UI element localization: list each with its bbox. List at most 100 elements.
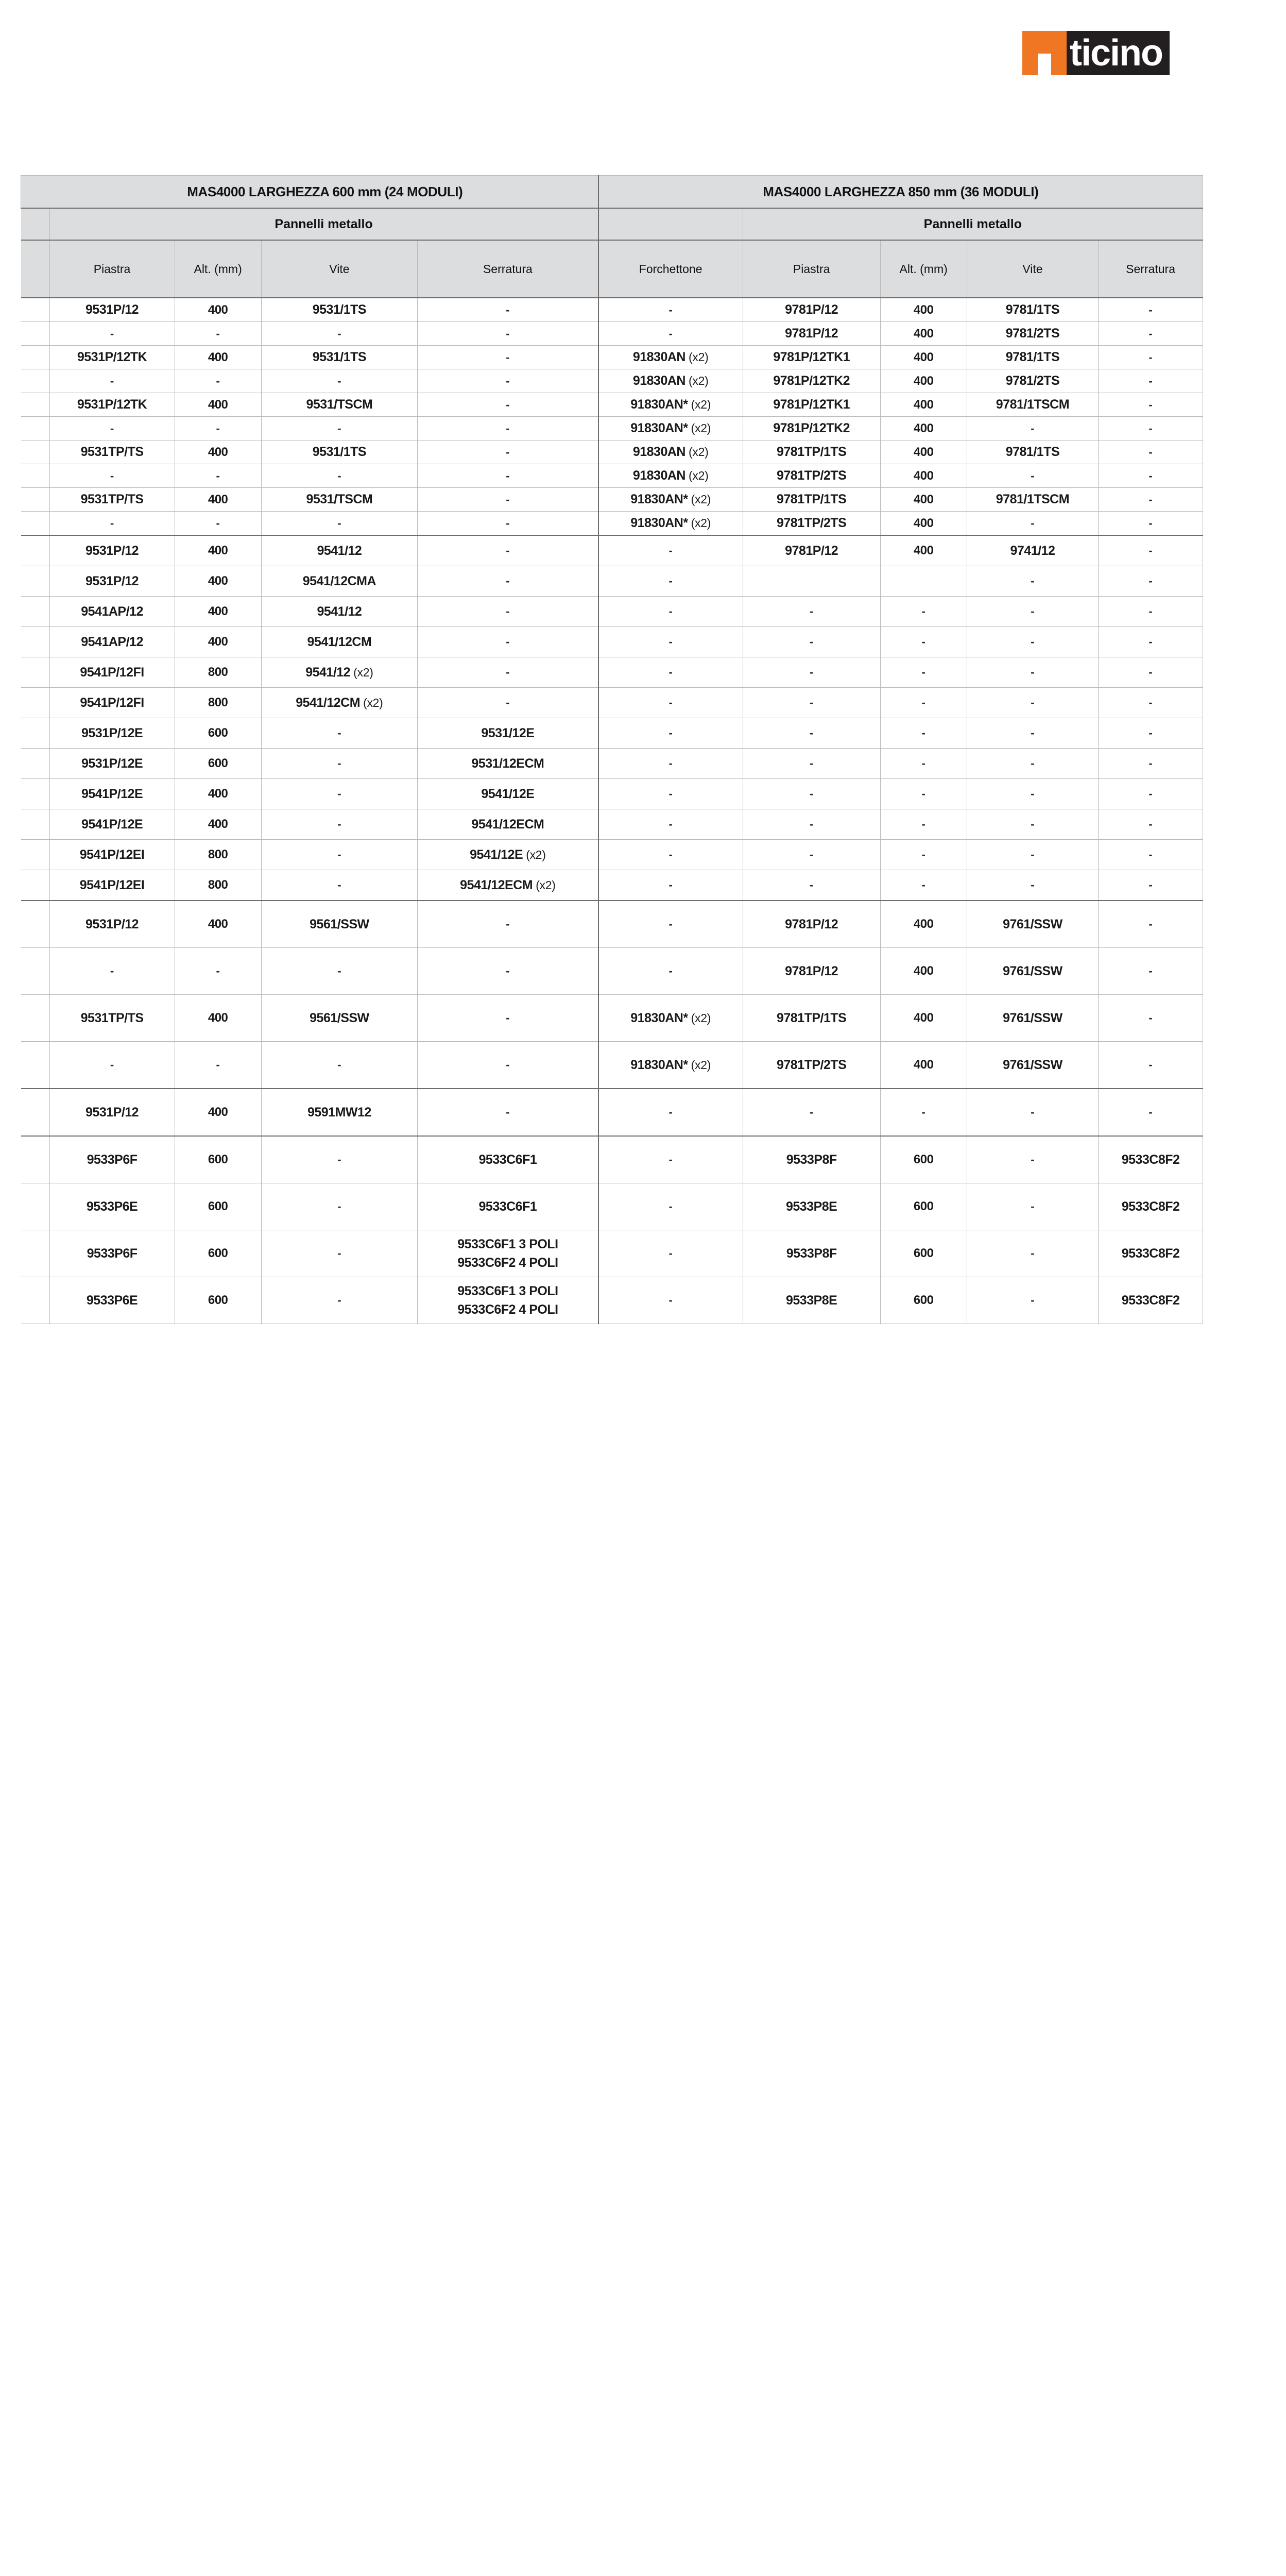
row-index-cell <box>21 778 50 809</box>
table-row: 9541P/12EI 800-9541/12ECM (x2) - - - - - <box>21 870 1203 901</box>
cell-serratura-right: - <box>1098 687 1203 718</box>
col-header-vite-right: Vite <box>966 240 1099 298</box>
cell-alt-right: 600 <box>880 1183 967 1230</box>
row-index-cell <box>21 1183 50 1230</box>
cell-alt-right: - <box>880 870 967 901</box>
cell-vite-right: - <box>966 1230 1099 1277</box>
cell-piastra-right: 9781TP/2TS <box>742 1041 881 1089</box>
cell-alt-left: - <box>174 416 262 440</box>
quantity-suffix: (x2) <box>685 469 709 482</box>
cell-alt-right: - <box>880 748 967 779</box>
cell-serratura-left: - <box>417 596 599 627</box>
cell-forchettone: - <box>597 718 743 749</box>
cell-piastra-right: - <box>742 809 881 840</box>
cell-serratura-right: - <box>1098 748 1203 779</box>
cell-alt-right: 400 <box>880 900 967 948</box>
cell-vite-right: - <box>966 1183 1099 1230</box>
quantity-suffix: (x2) <box>350 665 373 679</box>
cell-alt-left: 400 <box>174 393 262 417</box>
cell-alt-left: 600 <box>174 1136 262 1183</box>
cell-serratura-right: - <box>1098 626 1203 657</box>
cell-serratura-left: - <box>417 321 599 346</box>
col-header-alt-left: Alt. (mm) <box>174 240 262 298</box>
group-header-850: MAS4000 LARGHEZZA 850 mm (36 MODULI) <box>597 175 1203 209</box>
cell-vite-right: - <box>966 566 1099 597</box>
row-index-cell <box>21 369 50 393</box>
cell-piastra-left: 9531P/12E <box>49 718 175 749</box>
cell-alt-right: 600 <box>880 1136 967 1183</box>
quantity-suffix: (x2) <box>688 516 711 530</box>
quantity-suffix: (x2) <box>360 696 383 709</box>
cell-piastra-right: 9781P/12 <box>742 947 881 995</box>
table-row: 9533P6E 600-9533C6F1 3 POLI 9533C6F2 4 POL… <box>21 1277 1203 1324</box>
cell-alt-left: 400 <box>174 626 262 657</box>
cell-vite-right: 9781/1TSCM <box>966 487 1099 512</box>
cell-piastra-right: 9781P/12TK2 <box>742 416 881 440</box>
cell-piastra-right: 9781P/12TK2 <box>742 369 881 393</box>
cell-serratura-left: - <box>417 393 599 417</box>
cell-piastra-right: - <box>742 687 881 718</box>
cell-vite-left: 9531/1TS <box>261 345 418 369</box>
row-index-cell <box>21 748 50 779</box>
cell-piastra-left: 9531P/12 <box>49 566 175 597</box>
cell-vite-right: - <box>966 511 1099 536</box>
cell-serratura-right: - <box>1098 596 1203 627</box>
table-row: 9541AP/12 400 9541/12- - - - - - <box>21 596 1203 627</box>
cell-serratura-right: - <box>1098 393 1203 417</box>
cell-forchettone: 91830AN* (x2) <box>597 416 743 440</box>
cell-forchettone: 91830AN (x2) <box>597 345 743 369</box>
row-index-cell <box>21 1041 50 1089</box>
cell-serratura-left: - <box>417 900 599 948</box>
cell-serratura-right: - <box>1098 900 1203 948</box>
cell-piastra-left: 9531P/12 <box>49 900 175 948</box>
cell-piastra-left: 9541P/12EI <box>49 870 175 901</box>
cell-serratura-right: - <box>1098 321 1203 346</box>
cell-vite-left: - <box>261 870 418 901</box>
row-index-cell <box>21 1277 50 1324</box>
cell-alt-right: - <box>880 687 967 718</box>
cell-serratura-right: 9533C8F2 <box>1098 1136 1203 1183</box>
table-row: 9541P/12FI 800 9541/12CM (x2) - - - - - - <box>21 687 1203 718</box>
cell-serratura-right: - <box>1098 1088 1203 1137</box>
cell-piastra-left: - <box>49 511 175 536</box>
cell-piastra-right: 9781TP/2TS <box>742 464 881 488</box>
cell-alt-right: - <box>880 657 967 688</box>
cell-forchettone: - <box>597 870 743 901</box>
table-row: 9541P/12E 400-9541/12ECM - - - - - <box>21 809 1203 840</box>
cell-alt-left: 400 <box>174 345 262 369</box>
cell-serratura-left: - <box>417 994 599 1042</box>
subheader-spacer-right <box>597 208 743 241</box>
cell-piastra-right: 9781TP/1TS <box>742 994 881 1042</box>
cell-vite-right: - <box>966 626 1099 657</box>
cell-vite-left: - <box>261 464 418 488</box>
cell-vite-right: - <box>966 687 1099 718</box>
cell-vite-left: 9531/1TS <box>261 297 418 322</box>
cell-piastra-right: 9781P/12TK1 <box>742 393 881 417</box>
cell-piastra-left: 9541P/12E <box>49 809 175 840</box>
cell-piastra-left: 9531P/12TK <box>49 393 175 417</box>
cell-alt-left: 600 <box>174 1230 262 1277</box>
row-index-cell <box>21 1230 50 1277</box>
row-index-cell <box>21 1136 50 1183</box>
cell-serratura-left: - <box>417 626 599 657</box>
table-row: 9531P/12 400 9541/12CMA - - - - <box>21 566 1203 597</box>
cell-piastra-right: 9533P8F <box>742 1230 881 1277</box>
quantity-suffix: (x2) <box>688 1011 711 1025</box>
table-row: 9531TP/TS 400 9561/SSW -91830AN* (x2) 9781TP… <box>21 994 1203 1042</box>
table-row: 9531P/12 400 9561/SSW - -9781P/12 400 9761/SSW… <box>21 900 1203 948</box>
subheader-pannelli-right: Pannelli metallo <box>742 208 1204 241</box>
cell-serratura-left: - <box>417 511 599 536</box>
cell-serratura-right: - <box>1098 369 1203 393</box>
cell-piastra-left: 9541AP/12 <box>49 626 175 657</box>
cell-piastra-left: 9541P/12FI <box>49 657 175 688</box>
row-index-cell <box>21 416 50 440</box>
cell-serratura-left: 9541/12ECM <box>417 809 599 840</box>
cell-forchettone: - <box>597 947 743 995</box>
cell-alt-left: 400 <box>174 440 262 464</box>
cell-forchettone: - <box>597 657 743 688</box>
cell-serratura-left: - <box>417 487 599 512</box>
cell-piastra-right: 9533P8E <box>742 1277 881 1324</box>
cell-serratura-right: - <box>1098 870 1203 901</box>
quantity-suffix: (x2) <box>688 398 711 411</box>
cell-forchettone: - <box>597 1230 743 1277</box>
